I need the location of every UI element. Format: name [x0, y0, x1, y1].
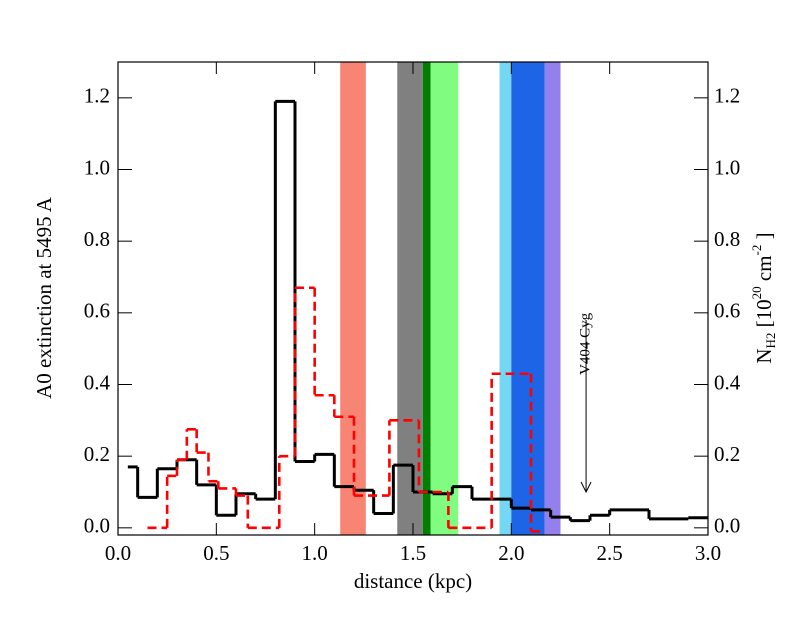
y2-label-part: [10: [752, 299, 776, 332]
x-tick-label: 3.0: [695, 541, 721, 565]
y2-label-part: H2: [763, 333, 778, 349]
x-axis-label: distance (kpc): [354, 569, 472, 593]
y2-tick-label: 0.0: [714, 514, 740, 538]
y-tick-label: 1.0: [84, 155, 110, 179]
y2-tick-label: 0.2: [714, 442, 740, 466]
band: [422, 62, 431, 535]
y-tick-label: 0.8: [84, 227, 110, 251]
band: [340, 62, 366, 535]
y2-label-part: N: [752, 348, 776, 363]
band: [430, 62, 459, 535]
band: [511, 62, 545, 535]
x-tick-label: 1.5: [400, 541, 426, 565]
y2-label-part: 20: [749, 286, 764, 299]
y2-axis-label: NH2 [1020 cm-2 ]: [749, 232, 778, 363]
y-tick-label: 0.2: [84, 442, 110, 466]
y2-tick-label: 1.0: [714, 155, 740, 179]
y2-label-part: ]: [752, 232, 776, 244]
y2-tick-label: 0.4: [714, 370, 741, 394]
band: [499, 62, 512, 535]
arrow-head: [580, 481, 592, 494]
x-tick-label: 2.0: [498, 541, 524, 565]
y2-label-part: cm: [752, 255, 776, 286]
x-tick-label: 0.0: [105, 541, 131, 565]
y2-tick-label: 0.8: [714, 227, 740, 251]
band: [544, 62, 561, 535]
x-tick-label: 0.5: [203, 541, 229, 565]
y-tick-label: 0.6: [84, 299, 110, 323]
annotation: V404 Cyg: [578, 312, 594, 375]
y-tick-label: 1.2: [84, 84, 110, 108]
y-tick-label: 0.0: [84, 514, 110, 538]
y-tick-label: 0.4: [84, 370, 111, 394]
x-tick-label: 1.0: [302, 541, 328, 565]
x-tick-label: 2.5: [597, 541, 623, 565]
y2-tick-label: 0.6: [714, 299, 740, 323]
y2-label-part: -2: [749, 245, 764, 256]
y-axis-label: A0 extinction at 5495 A: [32, 196, 56, 399]
y2-tick-label: 1.2: [714, 84, 740, 108]
